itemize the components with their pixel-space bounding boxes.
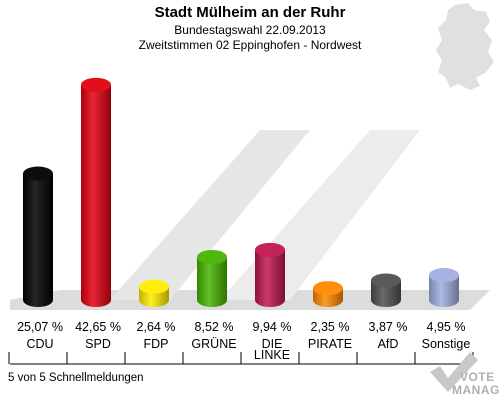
chart-subtitle-date: Bundestagswahl 22.09.2013 [174, 23, 326, 37]
bar-cap [197, 250, 227, 265]
bar-cap [429, 268, 459, 283]
category-label: Sonstige [422, 337, 471, 351]
value-label: 2,64 % [137, 320, 176, 334]
bar-cap [23, 166, 53, 181]
bar-cap [313, 281, 343, 296]
bar-die-linke [255, 242, 285, 307]
bar-body [23, 173, 53, 307]
vote-manager-logo: VOTE MANAGER [430, 352, 500, 397]
category-label: GRÜNE [191, 337, 236, 351]
value-label: 42,65 % [75, 320, 121, 334]
bar-body [197, 257, 227, 307]
chart-title: Stadt Mülheim an der Ruhr [155, 4, 346, 21]
category-label: CDU [26, 337, 53, 351]
bar-cap [81, 77, 111, 92]
chart-subtitle-district: Zweitstimmen 02 Eppinghofen - Nordwest [139, 38, 362, 52]
bar-sonstige [429, 268, 459, 307]
value-label: 25,07 % [17, 320, 63, 334]
diagonal-shadow-stripe [110, 130, 310, 300]
category-label: DIE LINKE [254, 337, 290, 362]
bar-fdp [139, 279, 169, 307]
bar-body [255, 249, 285, 307]
bar-spd [81, 77, 111, 307]
bar-body [81, 84, 111, 307]
category-label: FDP [144, 337, 169, 351]
footer-text: 5 von 5 Schnellmeldungen [8, 372, 144, 384]
bar-body [371, 280, 401, 307]
value-label: 3,87 % [369, 320, 408, 334]
bar-afd [371, 273, 401, 307]
value-label: 2,35 % [311, 320, 350, 334]
bar-cap [139, 279, 169, 294]
value-label: 9,94 % [253, 320, 292, 334]
checkmark-icon [430, 352, 478, 392]
category-label: PIRATE [308, 337, 352, 351]
bar-cap [371, 273, 401, 288]
logo-line1: VOTE [460, 370, 495, 384]
category-label: AfD [378, 337, 399, 351]
value-label: 4,95 % [427, 320, 466, 334]
value-labels-group: 25,07 % 42,65 % 2,64 % 8,52 % 9,94 % 2,35 % 3,… [17, 320, 465, 334]
category-axis: CDU SPD FDP GRÜNE DIE LINKE PIRATE AfD Sonstige [8, 337, 474, 365]
bar-pirate [313, 281, 343, 307]
logo-line2: MANAGER [452, 383, 500, 397]
germany-map-icon [436, 3, 494, 90]
bar-cap [255, 242, 285, 257]
bar-body [429, 275, 459, 307]
category-label: SPD [85, 337, 111, 351]
bars-group [23, 77, 459, 307]
value-label: 8,52 % [195, 320, 234, 334]
bar-cdu [23, 166, 53, 307]
bar-grüne [197, 250, 227, 307]
